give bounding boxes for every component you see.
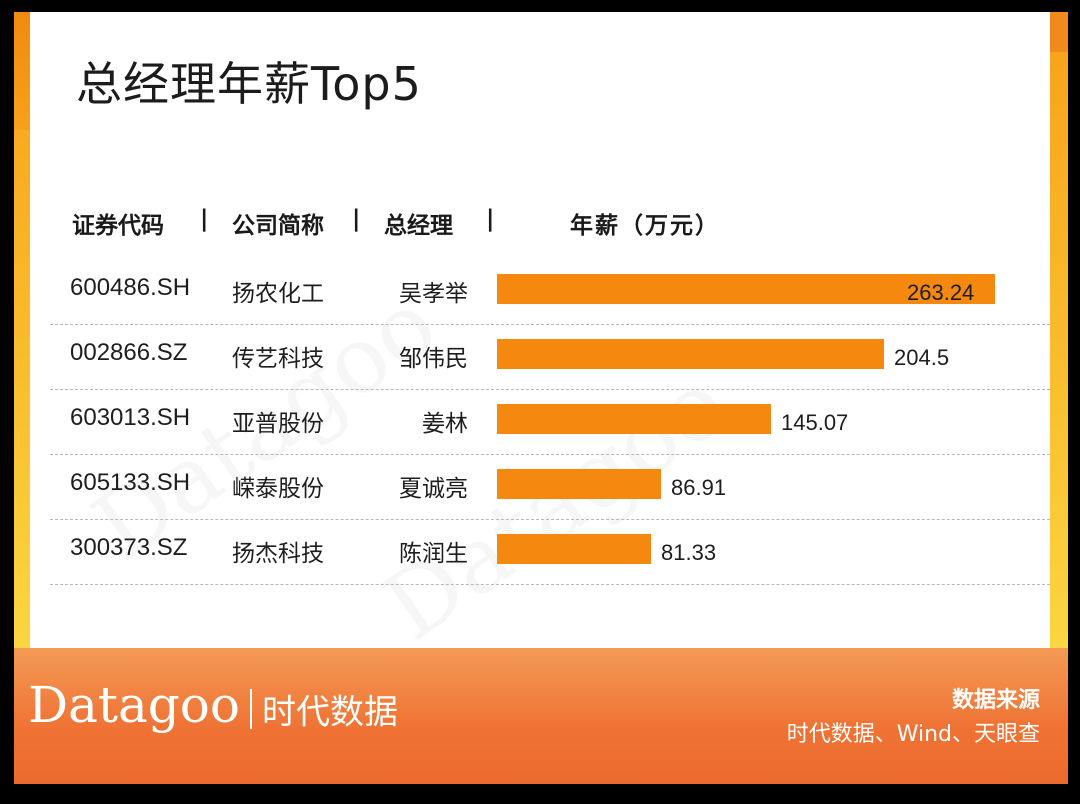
- salary-bar: [497, 469, 661, 499]
- brand-divider: [250, 689, 253, 729]
- company-name: 亚普股份: [232, 411, 324, 437]
- header-separator: |: [200, 206, 209, 232]
- table-row: 002866.SZ 传艺科技 邹伟民 204.5: [50, 325, 1050, 390]
- row-divider: [50, 584, 1050, 585]
- table-row: 603013.SH 亚普股份 姜林 145.07: [50, 390, 1050, 455]
- salary-value-label: 86.91: [671, 475, 727, 500]
- source-text: 时代数据、Wind、天眼查: [786, 722, 1040, 747]
- header-code: 证券代码: [72, 213, 164, 239]
- salary-bar: [497, 274, 995, 304]
- company-name: 传艺科技: [232, 346, 324, 372]
- chart-panel: Datagoo Datagoo 总经理年薪Top5 证券代码 | 公司简称 | …: [30, 12, 1050, 661]
- header-company: 公司简称: [232, 213, 324, 239]
- row-divider: [50, 324, 1050, 325]
- brand-cn-name: 时代数据: [262, 692, 399, 733]
- security-code: 300373.SZ: [70, 534, 188, 561]
- table-row: 300373.SZ 扬杰科技 陈润生 81.33: [50, 520, 1050, 585]
- salary-value-label: 145.07: [781, 410, 849, 435]
- manager-name: 陈润生: [399, 541, 468, 567]
- brand-name: Datagoo: [28, 676, 241, 734]
- header-manager: 总经理: [384, 213, 453, 239]
- header-separator: |: [352, 206, 361, 232]
- salary-value-label: 263.24: [907, 280, 975, 305]
- salary-bar: [497, 404, 771, 434]
- infographic-frame: Datagoo Datagoo 总经理年薪Top5 证券代码 | 公司简称 | …: [14, 12, 1068, 784]
- manager-name: 夏诚亮: [399, 476, 468, 502]
- salary-bar: [497, 339, 884, 369]
- company-name: 扬杰科技: [232, 541, 324, 567]
- row-divider: [50, 454, 1050, 455]
- security-code: 605133.SH: [70, 469, 191, 496]
- manager-name: 姜林: [422, 411, 468, 437]
- row-divider: [50, 519, 1050, 520]
- manager-name: 吴孝举: [399, 281, 468, 307]
- table-row: 600486.SH 扬农化工 吴孝举 263.24: [50, 260, 1050, 325]
- security-code: 603013.SH: [70, 404, 191, 431]
- left-accent-bar: [14, 12, 30, 130]
- chart-title: 总经理年薪Top5: [76, 57, 422, 111]
- security-code: 002866.SZ: [70, 339, 188, 366]
- company-name: 扬农化工: [232, 281, 324, 307]
- manager-name: 邹伟民: [399, 346, 468, 372]
- salary-value-label: 204.5: [894, 345, 950, 370]
- source-label: 数据来源: [951, 688, 1040, 713]
- table-row: 605133.SH 嵘泰股份 夏诚亮 86.91: [50, 455, 1050, 520]
- company-name: 嵘泰股份: [232, 476, 324, 502]
- salary-bar: [497, 534, 651, 564]
- security-code: 600486.SH: [70, 274, 191, 301]
- salary-value-label: 81.33: [661, 540, 717, 565]
- right-accent-bar: [1050, 12, 1068, 52]
- row-divider: [50, 389, 1050, 390]
- header-separator: |: [486, 206, 495, 232]
- footer: [14, 648, 1068, 784]
- brand-logo: Datagoo 时代数据: [28, 676, 398, 734]
- header-salary: 年薪（万元）: [570, 213, 720, 239]
